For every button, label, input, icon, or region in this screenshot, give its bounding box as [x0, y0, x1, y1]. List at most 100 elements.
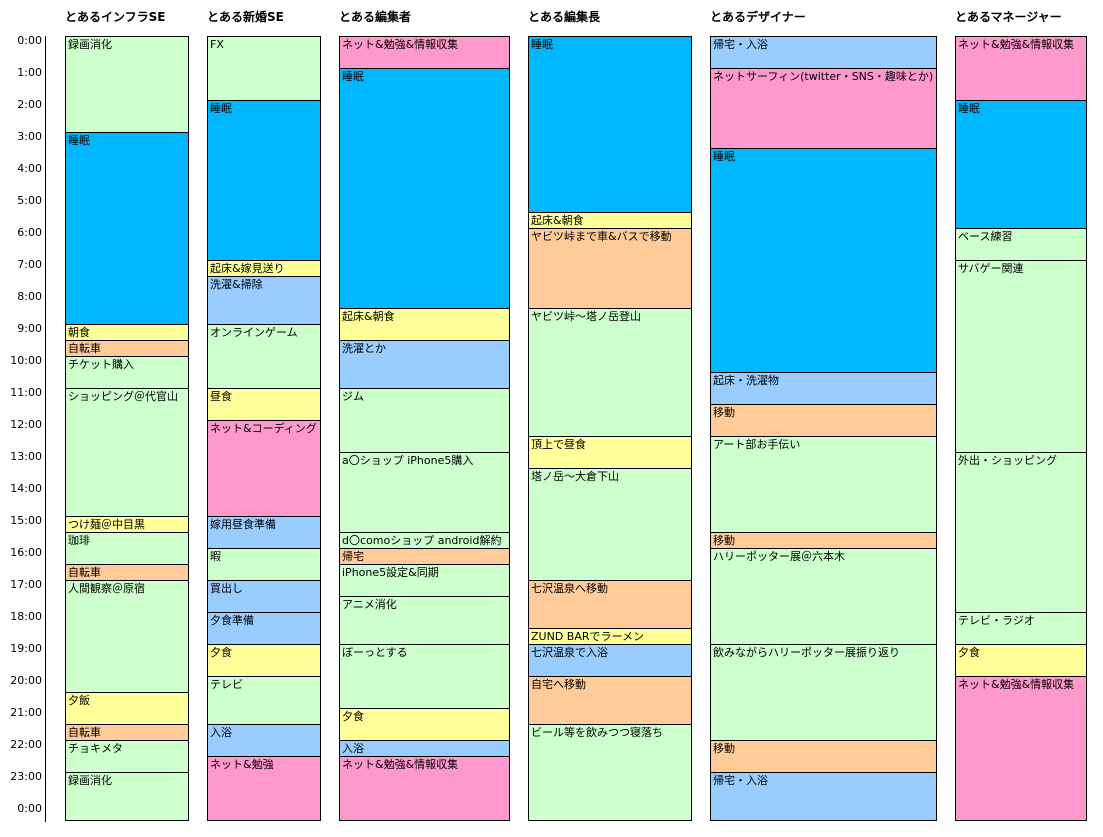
activity-block: ネット&勉強&情報収集 [339, 36, 510, 69]
activity-block: ベース練習 [955, 228, 1087, 261]
activity-block: 移動 [710, 404, 937, 437]
activity-block: 七沢温泉で入浴 [528, 644, 692, 677]
activity-block: 七沢温泉へ移動 [528, 580, 692, 629]
activity-block: ぼーっとする [339, 644, 510, 709]
hour-label: 14:00 [10, 482, 42, 495]
activity-block: 睡眠 [710, 148, 937, 373]
activity-block: つけ麺＠中目黒 [65, 516, 189, 533]
activity-block: チョキメタ [65, 740, 189, 773]
activity-block: ビール等を飲みつつ寝落ち [528, 724, 692, 821]
activity-block: FX [207, 36, 321, 101]
column-header: とある編集者 [339, 10, 412, 24]
column-header: とあるデザイナー [710, 10, 806, 24]
activity-block: 睡眠 [955, 100, 1087, 229]
activity-block: 自転車 [65, 340, 189, 357]
hour-label: 12:00 [10, 418, 42, 431]
activity-block: 夕食 [339, 708, 510, 741]
schedule-column: ネット&勉強&情報収集 睡眠 起床&朝食 洗濯とか ジム a〇ショップ iPhone5購入… [339, 36, 510, 821]
activity-block: 自転車 [65, 564, 189, 581]
activity-block: 起床&朝食 [528, 212, 692, 229]
activity-block: 嫁用昼食準備 [207, 516, 321, 549]
activity-block: ZUND BARでラーメン [528, 628, 692, 645]
hour-label: 7:00 [17, 258, 42, 271]
hour-label: 8:00 [17, 290, 42, 303]
activity-block: 洗濯&掃除 [207, 276, 321, 325]
activity-block: ヤビツ峠まで車&バスで移動 [528, 228, 692, 309]
activity-block: 夕食準備 [207, 612, 321, 645]
schedule-column: 帰宅・入浴 ネットサーフィン(twitter・SNS・趣味とか) 睡眠 起床・洗濯物移… [710, 36, 937, 821]
hour-label: 3:00 [17, 130, 42, 143]
hour-label: 15:00 [10, 514, 42, 527]
activity-block: ハリーポッター展＠六本木 [710, 548, 937, 645]
hour-label: 16:00 [10, 546, 42, 559]
activity-block: 起床&朝食 [339, 308, 510, 341]
hour-label: 18:00 [10, 610, 42, 623]
activity-block: 移動 [710, 740, 937, 773]
activity-block: テレビ [207, 676, 321, 725]
hour-label: 0:00 [17, 34, 42, 47]
hour-label: 4:00 [17, 162, 42, 175]
hour-label: 10:00 [10, 354, 42, 367]
activity-block: 入浴 [339, 740, 510, 757]
activity-block: 昼食 [207, 388, 321, 421]
hour-label: 1:00 [17, 66, 42, 79]
activity-block: 珈琲 [65, 532, 189, 565]
activity-block: 夕食 [207, 644, 321, 677]
activity-block: 入浴 [207, 724, 321, 757]
activity-block: 移動 [710, 532, 937, 549]
column-header: とある編集長 [528, 10, 601, 24]
activity-block: 夕飯 [65, 692, 189, 725]
time-axis-line [45, 36, 46, 822]
activity-block: 録画消化 [65, 772, 189, 821]
activity-block: 外出・ショッピング [955, 452, 1087, 613]
hour-label: 0:00 [17, 802, 42, 815]
activity-block: ネット&勉強&情報収集 [339, 756, 510, 821]
hour-label: 13:00 [10, 450, 42, 463]
activity-block: ネット&勉強 [207, 756, 321, 821]
schedule-column: 睡眠 起床&朝食 ヤビツ峠まで車&バスで移動 ヤビツ峠～塔ノ岳登山 頂上で昼食 塔ノ岳～大… [528, 36, 692, 821]
activity-block: ジム [339, 388, 510, 453]
activity-block: d〇comoショップ android解約 [339, 532, 510, 549]
schedule-column: ネット&勉強&情報収集 睡眠 ベース練習 サバゲー関連 外出・ショッピング テレビ・ラジオ… [955, 36, 1087, 821]
hour-label: 17:00 [10, 578, 42, 591]
activity-block: 洗濯とか [339, 340, 510, 389]
activity-block: サバゲー関連 [955, 260, 1087, 453]
schedule-column: 録画消化 睡眠 朝食 自転車 チケット購入 ショッピング＠代官山 つけ麺＠中目黒 珈琲 自転車人… [65, 36, 189, 821]
hour-label: 19:00 [10, 642, 42, 655]
activity-block: 人間観察＠原宿 [65, 580, 189, 693]
column-header: とある新婚SE [207, 10, 284, 24]
activity-block: 帰宅・入浴 [710, 36, 937, 69]
activity-block: a〇ショップ iPhone5購入 [339, 452, 510, 533]
column-header: とあるインフラSE [65, 10, 166, 24]
activity-block: 睡眠 [339, 68, 510, 309]
activity-block: 買出し [207, 580, 321, 613]
activity-block: 頂上で昼食 [528, 436, 692, 469]
activity-block: 起床&嫁見送り [207, 260, 321, 277]
activity-block: 朝食 [65, 324, 189, 341]
activity-block: アニメ消化 [339, 596, 510, 645]
activity-block: 睡眠 [207, 100, 321, 261]
activity-block: 飲みながらハリーポッター展振り返り [710, 644, 937, 741]
activity-block: 録画消化 [65, 36, 189, 133]
activity-block: 塔ノ岳～大倉下山 [528, 468, 692, 581]
hour-label: 6:00 [17, 226, 42, 239]
hour-label: 20:00 [10, 674, 42, 687]
activity-block: チケット購入 [65, 356, 189, 389]
activity-block: 自宅へ移動 [528, 676, 692, 725]
activity-block: ヤビツ峠～塔ノ岳登山 [528, 308, 692, 437]
activity-block: アート部お手伝い [710, 436, 937, 533]
activity-block: iPhone5設定&同期 [339, 564, 510, 597]
activity-block: ネット&コーディング [207, 420, 321, 517]
column-header: とあるマネージャー [955, 10, 1062, 24]
hour-label: 5:00 [17, 194, 42, 207]
activity-block: 帰宅・入浴 [710, 772, 937, 821]
schedule-column: FX 睡眠 起床&嫁見送り 洗濯&掃除 オンラインゲーム 昼食 ネット&コーディング 嫁用昼食… [207, 36, 321, 821]
hour-label: 21:00 [10, 706, 42, 719]
activity-block: ネット&勉強&情報収集 [955, 676, 1087, 821]
activity-block: 暇 [207, 548, 321, 581]
hour-label: 23:00 [10, 770, 42, 783]
activity-block: 夕食 [955, 644, 1087, 677]
activity-block: テレビ・ラジオ [955, 612, 1087, 645]
activity-block: 自転車 [65, 724, 189, 741]
activity-block: 睡眠 [65, 132, 189, 325]
